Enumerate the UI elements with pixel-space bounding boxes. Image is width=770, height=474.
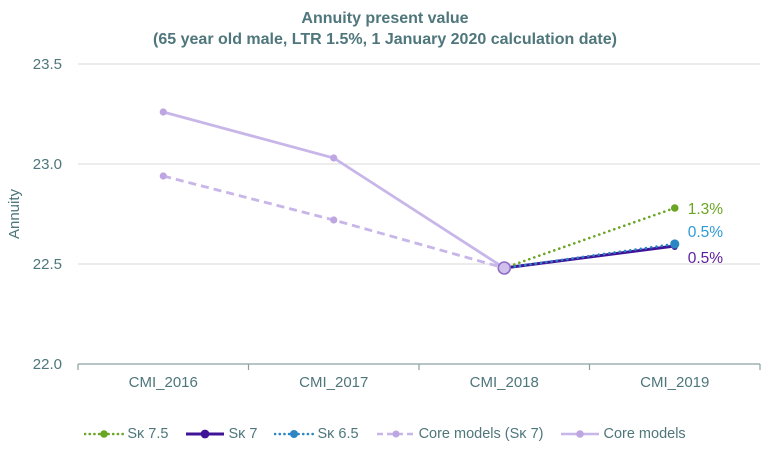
legend-item-3: Sκ 6.5 (274, 426, 359, 442)
legend-label: Core models (603, 426, 686, 442)
end-label-Sκ-7: 0.5% (688, 250, 724, 267)
chart-title-block: Annuity present value (65 year old male,… (0, 0, 770, 50)
x-tick-label: CMI_2019 (640, 374, 709, 391)
y-tick-label: 23.5 (33, 56, 62, 73)
y-tick-label: 22.0 (33, 356, 62, 373)
legend-marker-icon (376, 430, 415, 438)
y-axis-title: Annuity (6, 188, 23, 239)
legend-marker-icon (84, 430, 125, 438)
series-line-3 (502, 242, 677, 270)
chart-legend: Sκ 7.5 Sκ 7 Sκ 6.5 Core models (Sκ 7) Core m… (0, 426, 770, 442)
x-tick-label: CMI_2017 (299, 374, 368, 391)
annuity-line-chart: 23.5 23.0 22.5 22.0 CMI_2016 CMI_2017 CMI_2018… (6, 56, 761, 391)
core-point-marker (159, 172, 167, 180)
legend-item-4: Core models (Sκ 7) (376, 426, 544, 442)
y-tick-label: 22.5 (33, 256, 62, 273)
legend-item-1: Sκ 7.5 (84, 426, 168, 442)
end-label-Sκ-6.5: 0.5% (688, 224, 724, 241)
legend-marker-icon (274, 430, 315, 438)
series-line-1 (502, 206, 677, 270)
legend-item-2: Sκ 7 (185, 426, 257, 442)
chart-subtitle: (65 year old male, LTR 1.5%, 1 January 2… (153, 31, 617, 48)
core-point-marker (330, 154, 338, 162)
legend-marker-icon (186, 429, 225, 439)
legend-label: Sκ 6.5 (317, 426, 359, 442)
chart-title: Annuity present value (301, 10, 469, 27)
sk65-end-marker (670, 239, 680, 249)
legend-item-5: Core models (560, 426, 686, 442)
core-point-marker (159, 108, 167, 116)
end-label-Sκ-7.5: 1.3% (688, 201, 724, 218)
legend-label: Core models (Sκ 7) (418, 426, 544, 442)
y-tick-label: 23.0 (33, 156, 62, 173)
core-point-marker (330, 216, 338, 224)
legend-marker-icon (561, 430, 600, 438)
convergence-marker (497, 261, 512, 275)
x-tick-label: CMI_2018 (470, 374, 539, 391)
legend-label: Sκ 7 (228, 426, 258, 442)
series-line-2 (504, 244, 675, 270)
legend-label: Sκ 7.5 (127, 426, 169, 442)
x-tick-label: CMI_2016 (129, 374, 198, 391)
sk75-end-marker (670, 204, 679, 212)
